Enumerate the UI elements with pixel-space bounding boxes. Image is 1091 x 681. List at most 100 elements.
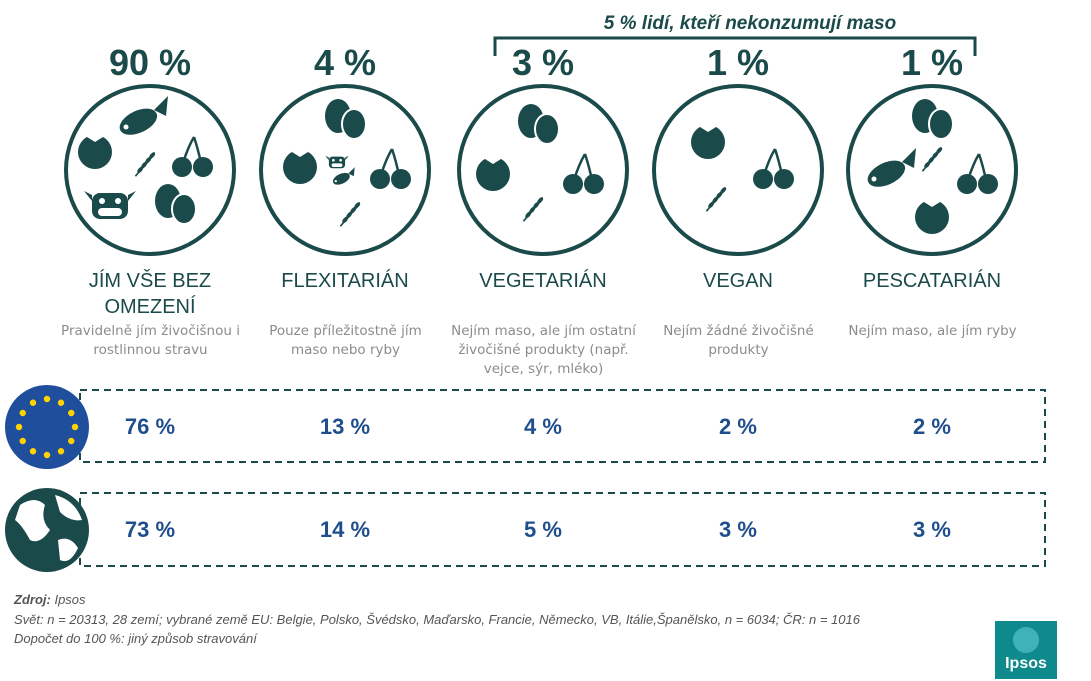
food-icon [957, 153, 998, 194]
food-icon [155, 184, 197, 225]
tomato [915, 200, 949, 234]
food-icon [78, 130, 112, 169]
food-icon [370, 148, 411, 189]
logo-text: Ipsos [1005, 655, 1047, 672]
source-value: Ipsos [54, 592, 86, 607]
tomato [78, 135, 112, 169]
grain [529, 206, 536, 214]
eu-star [43, 395, 51, 403]
cherry [391, 169, 411, 189]
food-icon [691, 120, 725, 159]
source: Zdroj: Ipsos [14, 592, 86, 607]
source-label: Zdroj: [14, 592, 51, 607]
row-value: 2 % [719, 414, 757, 439]
cherry [370, 169, 390, 189]
eu-star [15, 423, 23, 431]
eu-star [57, 399, 65, 406]
cherry [753, 169, 773, 189]
leaf [87, 130, 103, 142]
category-circle [652, 84, 824, 256]
eu-star [19, 437, 26, 445]
food-icon [753, 148, 794, 189]
food-icon [518, 104, 560, 145]
grain [145, 156, 152, 164]
tomato [476, 157, 510, 191]
category-circle [457, 84, 629, 256]
footnote: Dopočet do 100 %: jiný způsob stravování [14, 631, 257, 646]
grain [149, 152, 156, 159]
food-icon [867, 148, 916, 187]
eu-star [43, 451, 51, 459]
category-percent: 1 % [900, 42, 964, 83]
cherry [957, 174, 977, 194]
grain [141, 161, 148, 169]
row-value: 14 % [319, 517, 371, 542]
egg [171, 193, 197, 225]
food-icon [84, 191, 136, 219]
cow-eye [339, 158, 342, 162]
food-icon [912, 99, 954, 140]
leaf [485, 152, 501, 164]
row-value: 3 % [719, 517, 757, 542]
food-icon [522, 197, 544, 222]
cow-eye [115, 198, 121, 204]
grain [720, 187, 727, 194]
row-value: 76 % [124, 414, 176, 439]
category-description: Nejím žádné živočišné produkty [663, 323, 814, 358]
grain [346, 211, 353, 219]
grain [354, 202, 361, 209]
food-icon [332, 167, 355, 185]
eu-star [19, 409, 26, 417]
grain [350, 206, 357, 214]
egg [928, 108, 954, 140]
cherry [584, 174, 604, 194]
food-icon [119, 96, 168, 135]
fish-eye [334, 180, 337, 183]
row-value: 4 % [524, 414, 562, 439]
food-icon [921, 147, 943, 172]
cherry [978, 174, 998, 194]
egg [534, 113, 560, 145]
food-icon [325, 99, 367, 140]
category-title: FLEXITARIÁN [281, 270, 409, 292]
category-description: Nejím maso, ale jím ostatní živočišné pr… [451, 323, 636, 377]
category-circle [259, 84, 431, 256]
tomato [691, 125, 725, 159]
category-title: JÍM VŠE BEZ OMEZENÍ [88, 270, 212, 318]
category-circle [64, 84, 236, 256]
row-value: 13 % [319, 414, 371, 439]
row-value: 73 % [124, 517, 176, 542]
grain [924, 161, 931, 169]
fish-body [332, 172, 350, 185]
category-percent: 4 % [313, 42, 377, 83]
eu-star [68, 437, 75, 445]
category-description: Pouze příležitostně jím maso nebo ryby [269, 323, 422, 358]
cow-eye [332, 158, 335, 162]
category-title: PESCATARIÁN [862, 270, 1002, 292]
leaf [924, 195, 940, 207]
food-icon [476, 152, 510, 191]
fish-body [867, 160, 906, 187]
logo-circle [1013, 627, 1039, 653]
food-icon [339, 202, 361, 227]
eu-flag [5, 385, 89, 469]
eu-star [68, 409, 75, 417]
grain [537, 197, 544, 204]
cow-nose [98, 208, 122, 216]
bracket [493, 36, 977, 56]
food-icon [705, 187, 727, 212]
food-icon [563, 153, 604, 194]
bracket-label: 5 % lidí, kteří nekonzumují maso [604, 13, 896, 34]
category-title: VEGETARIÁN [479, 270, 607, 292]
eu-star [71, 423, 79, 431]
fish-eye [123, 124, 129, 130]
grain [525, 211, 532, 219]
grain [716, 191, 723, 199]
grain [932, 151, 939, 159]
cherry [172, 157, 192, 177]
category-description: Pravidelně jím živočišnou i rostlinnou s… [61, 323, 240, 358]
grain [342, 216, 349, 224]
cherry [774, 169, 794, 189]
